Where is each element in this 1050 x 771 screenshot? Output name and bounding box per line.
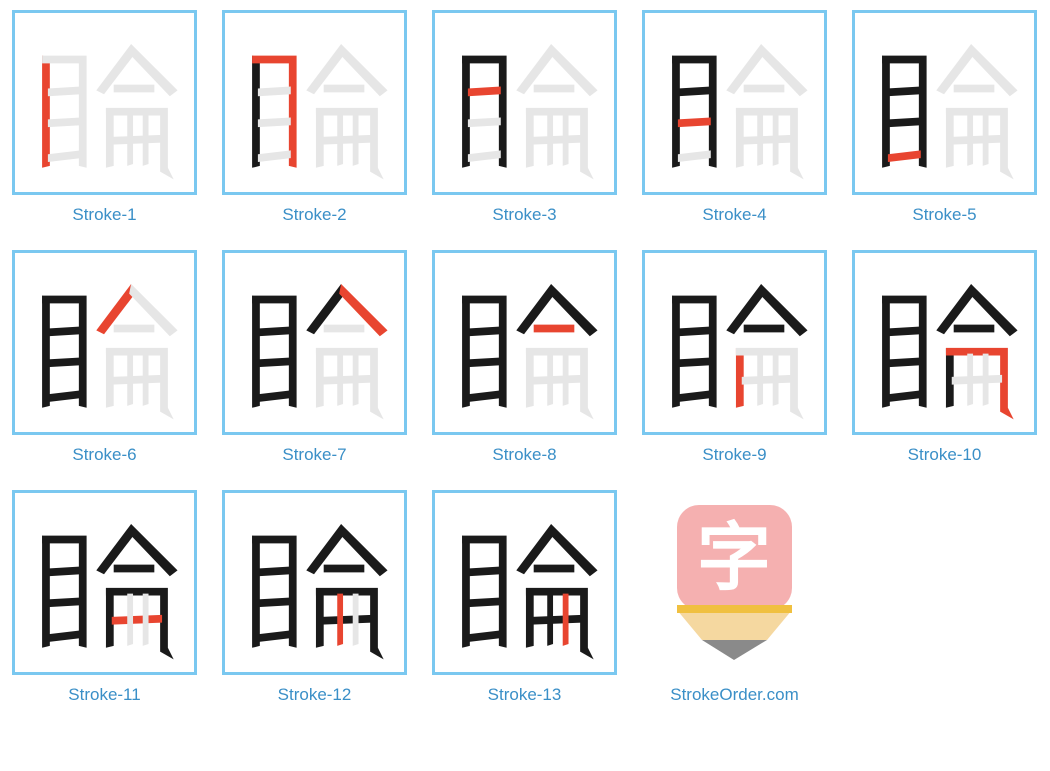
stroke-label: Stroke-6 <box>72 445 136 465</box>
glyph-box <box>12 10 197 195</box>
glyph-box <box>432 10 617 195</box>
pencil-tip <box>702 640 767 660</box>
stroke-cell-10: Stroke-10 <box>852 250 1037 465</box>
pencil-logo-icon: 字 <box>667 505 802 660</box>
logo-char: 字 <box>697 516 771 599</box>
glyph-box <box>222 10 407 195</box>
stroke-cell-13: Stroke-13 <box>432 490 617 705</box>
stroke-label: Stroke-10 <box>908 445 982 465</box>
logo-graphic: 字 <box>642 490 827 675</box>
stroke-label: Stroke-8 <box>492 445 556 465</box>
stroke-label: Stroke-5 <box>912 205 976 225</box>
stroke-cell-4: Stroke-4 <box>642 10 827 225</box>
glyph-box <box>642 250 827 435</box>
stroke-label: Stroke-3 <box>492 205 556 225</box>
glyph-box <box>12 490 197 675</box>
stroke-label: Stroke-11 <box>68 685 140 705</box>
stroke-label: Stroke-13 <box>488 685 562 705</box>
glyph-box <box>12 250 197 435</box>
stroke-cell-6: Stroke-6 <box>12 250 197 465</box>
logo-label: StrokeOrder.com <box>670 685 799 705</box>
stroke-cell-1: Stroke-1 <box>12 10 197 225</box>
glyph-box <box>432 250 617 435</box>
glyph-box <box>852 250 1037 435</box>
pencil-wood <box>677 610 792 640</box>
glyph-box <box>852 10 1037 195</box>
glyph-box <box>222 250 407 435</box>
logo-cell: 字 StrokeOrder.com <box>642 490 827 705</box>
stroke-cell-5: Stroke-5 <box>852 10 1037 225</box>
stroke-label: Stroke-9 <box>702 445 766 465</box>
stroke-cell-2: Stroke-2 <box>222 10 407 225</box>
stroke-label: Stroke-7 <box>282 445 346 465</box>
stroke-label: Stroke-2 <box>282 205 346 225</box>
stroke-label: Stroke-12 <box>278 685 352 705</box>
stroke-cell-7: Stroke-7 <box>222 250 407 465</box>
stroke-cell-3: Stroke-3 <box>432 10 617 225</box>
pencil-ferrule <box>677 605 792 613</box>
stroke-cell-11: Stroke-11 <box>12 490 197 705</box>
glyph-box <box>222 490 407 675</box>
stroke-label: Stroke-4 <box>702 205 766 225</box>
glyph-box <box>642 10 827 195</box>
stroke-label: Stroke-1 <box>72 205 136 225</box>
stroke-cell-9: Stroke-9 <box>642 250 827 465</box>
stroke-grid: Stroke-1 Stroke-2 Stroke-3 Stroke-4 Stro… <box>12 10 1038 705</box>
stroke-cell-12: Stroke-12 <box>222 490 407 705</box>
glyph-box <box>432 490 617 675</box>
stroke-cell-8: Stroke-8 <box>432 250 617 465</box>
